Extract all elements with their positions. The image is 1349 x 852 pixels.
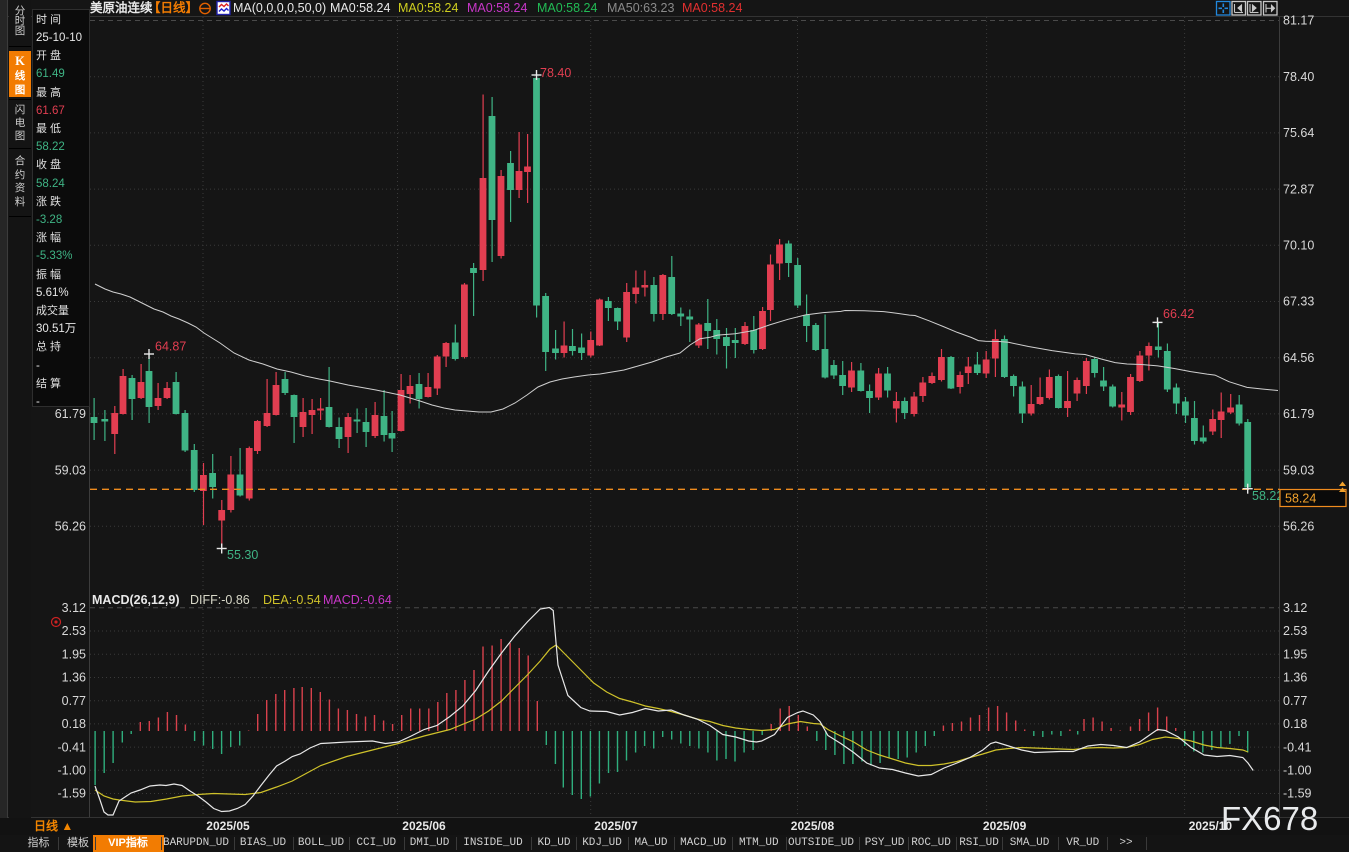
svg-text:81.17: 81.17 (1283, 14, 1314, 28)
svg-text:-1.59: -1.59 (1283, 787, 1312, 801)
svg-text:67.33: 67.33 (1283, 295, 1314, 309)
svg-text:56.26: 56.26 (1283, 520, 1314, 534)
svg-text:72.87: 72.87 (1283, 182, 1314, 196)
svg-text:59.03: 59.03 (55, 463, 86, 477)
svg-text:58.24: 58.24 (1285, 492, 1316, 506)
svg-text:-0.41: -0.41 (1283, 740, 1312, 754)
svg-text:1.36: 1.36 (62, 671, 86, 685)
svg-text:61.79: 61.79 (1283, 407, 1314, 421)
svg-text:-1.59: -1.59 (58, 787, 87, 801)
svg-text:3.12: 3.12 (62, 601, 86, 615)
svg-text:64.56: 64.56 (1283, 351, 1314, 365)
svg-text:75.64: 75.64 (1283, 126, 1314, 140)
svg-text:2.53: 2.53 (62, 624, 86, 638)
svg-text:-0.41: -0.41 (58, 740, 87, 754)
svg-text:55.30: 55.30 (227, 548, 258, 562)
svg-text:3.12: 3.12 (1283, 601, 1307, 615)
svg-text:-1.00: -1.00 (1283, 764, 1312, 778)
svg-text:0.77: 0.77 (62, 694, 86, 708)
svg-text:2.53: 2.53 (1283, 624, 1307, 638)
svg-text:MACD:-0.64: MACD:-0.64 (323, 593, 392, 607)
svg-text:1.95: 1.95 (1283, 647, 1307, 661)
svg-text:64.87: 64.87 (155, 340, 186, 354)
svg-text:-1.00: -1.00 (58, 764, 87, 778)
svg-text:DEA:-0.54: DEA:-0.54 (263, 593, 321, 607)
svg-text:56.26: 56.26 (55, 520, 86, 534)
svg-text:78.40: 78.40 (540, 66, 571, 80)
svg-text:58.22: 58.22 (1252, 489, 1283, 503)
svg-text:59.03: 59.03 (1283, 463, 1314, 477)
svg-text:1.36: 1.36 (1283, 671, 1307, 685)
svg-text:0.18: 0.18 (1283, 717, 1307, 731)
svg-text:DIFF:-0.86: DIFF:-0.86 (190, 593, 250, 607)
svg-text:66.42: 66.42 (1163, 307, 1194, 321)
svg-text:1.95: 1.95 (62, 647, 86, 661)
svg-text:70.10: 70.10 (1283, 239, 1314, 253)
svg-text:MACD(26,12,9): MACD(26,12,9) (92, 593, 180, 607)
svg-text:61.79: 61.79 (55, 407, 86, 421)
svg-text:0.18: 0.18 (62, 717, 86, 731)
svg-text:78.40: 78.40 (1283, 70, 1314, 84)
svg-text:0.77: 0.77 (1283, 694, 1307, 708)
